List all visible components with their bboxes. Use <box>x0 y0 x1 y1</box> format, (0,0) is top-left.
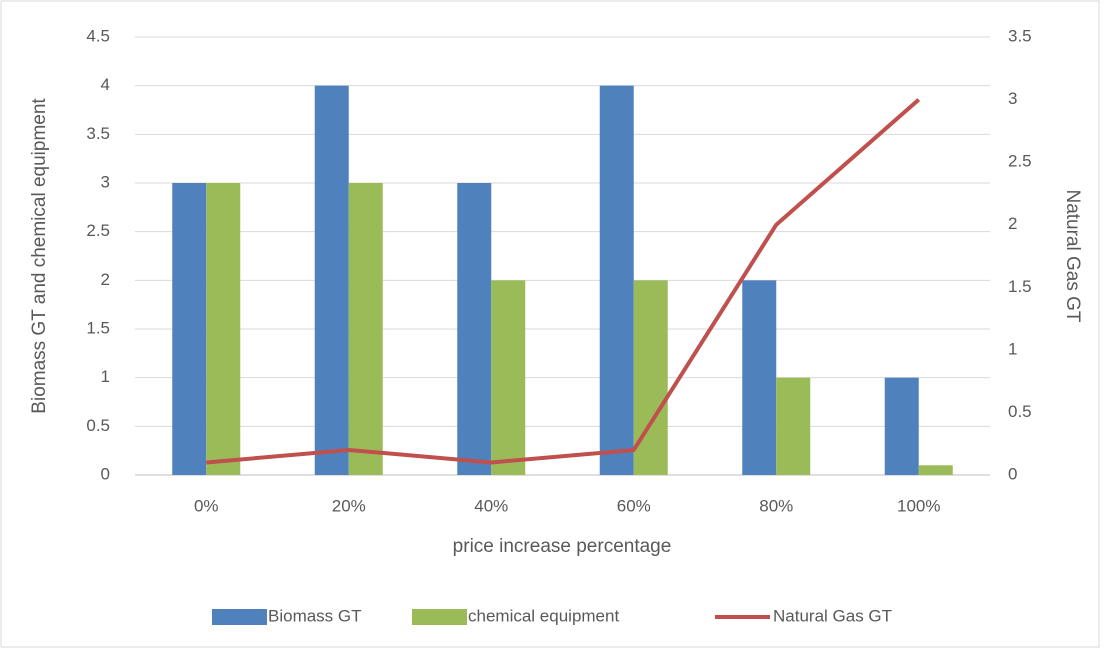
bar <box>599 85 634 476</box>
y-tick-label: 2 <box>101 270 110 289</box>
bar <box>314 85 349 476</box>
bar <box>172 183 207 475</box>
y2-tick-label: 2.5 <box>1008 152 1032 171</box>
legend-label: chemical equipment <box>468 606 619 625</box>
legend-label: Biomass GT <box>268 606 362 625</box>
y2-axis-title: Natural Gas GT <box>1062 189 1083 322</box>
y2-tick-label: 2 <box>1008 214 1017 233</box>
x-tick-label: 100% <box>897 496 940 515</box>
bar <box>457 183 492 475</box>
y-tick-label: 4.5 <box>86 26 110 45</box>
y-tick-label: 2.5 <box>86 221 110 240</box>
y2-tick-label: 0 <box>1008 464 1017 483</box>
legend-swatch <box>212 609 267 625</box>
y-tick-label: 3.5 <box>86 124 110 143</box>
y-tick-label: 0 <box>101 464 110 483</box>
bar <box>776 377 811 475</box>
y-tick-label: 0.5 <box>86 416 110 435</box>
legend-swatch <box>412 609 467 625</box>
y-tick-label: 1.5 <box>86 318 110 337</box>
y2-tick-label: 1 <box>1008 339 1017 358</box>
bar <box>884 377 919 475</box>
y-tick-label: 4 <box>101 75 110 94</box>
bar <box>206 183 241 475</box>
x-tick-label: 60% <box>617 496 651 515</box>
bar <box>633 280 668 475</box>
bar <box>348 183 383 475</box>
bar <box>491 280 526 475</box>
x-tick-label: 20% <box>332 496 366 515</box>
y2-tick-label: 3.5 <box>1008 26 1032 45</box>
y-tick-label: 1 <box>101 367 110 386</box>
y2-tick-label: 1.5 <box>1008 277 1032 296</box>
legend-label: Natural Gas GT <box>773 606 892 625</box>
x-tick-label: 40% <box>474 496 508 515</box>
y2-tick-label: 0.5 <box>1008 402 1032 421</box>
y-tick-label: 3 <box>101 172 110 191</box>
line-series <box>206 98 921 465</box>
bar <box>742 280 777 475</box>
x-tick-label: 0% <box>194 496 219 515</box>
x-tick-label: 80% <box>759 496 793 515</box>
y-axis-title: Biomass GT and chemical equipment <box>29 98 50 414</box>
y2-tick-label: 3 <box>1008 89 1017 108</box>
bar <box>918 465 953 475</box>
x-axis-title: price increase percentage <box>453 536 672 557</box>
